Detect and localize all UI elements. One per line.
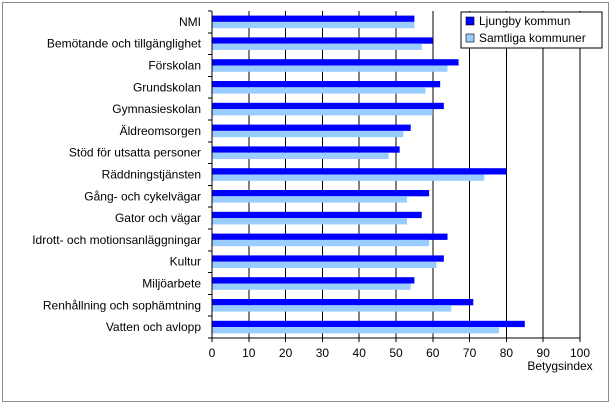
category-label: Miljöarbete: [142, 277, 201, 291]
category-label: Renhållning och sophämtning: [43, 298, 201, 312]
bar: [212, 277, 415, 284]
category-label: Gymnasieskolan: [112, 102, 201, 116]
x-tick-label: 40: [353, 346, 367, 360]
category-label: Förskolan: [148, 59, 201, 73]
bar: [212, 190, 430, 197]
bar: [212, 43, 422, 50]
bars: [212, 15, 525, 334]
bar: [212, 37, 433, 44]
legend-swatch: [465, 33, 475, 43]
bar: [212, 239, 430, 247]
bar: [212, 102, 444, 110]
bar: [212, 124, 411, 131]
legend-swatch: [465, 16, 475, 26]
x-tick-label: 80: [500, 346, 514, 360]
category-label: NMI: [179, 15, 201, 29]
bar: [212, 327, 500, 334]
category-label: Kultur: [170, 255, 201, 269]
category-label: Räddningstjänsten: [102, 168, 201, 182]
x-tick-label: 50: [389, 346, 403, 360]
bar: [212, 211, 422, 219]
bar: [212, 305, 452, 312]
category-label: Grundskolan: [133, 80, 201, 94]
category-label: Stöd för utsatta personer: [69, 146, 201, 160]
axes: [208, 10, 581, 342]
bar: [212, 109, 433, 116]
category-label: Gång- och cykelvägar: [84, 189, 201, 203]
bar: [212, 130, 404, 138]
x-tick-label: 90: [537, 346, 551, 360]
bar: [212, 320, 525, 328]
bar: [212, 168, 507, 175]
x-tick-label: 70: [463, 346, 477, 360]
x-tick-label: 30: [316, 346, 330, 360]
bar: [212, 174, 485, 181]
x-tick-labels: 0 10 20 30 40 50 60 70 80 90 100: [209, 346, 591, 360]
bar: [212, 196, 408, 203]
bar: [212, 261, 437, 268]
bar: [212, 283, 411, 290]
category-label: Äldreomsorgen: [120, 124, 201, 138]
x-tick-label: 20: [279, 346, 293, 360]
bar: [212, 15, 415, 22]
bar: [212, 299, 474, 306]
bar: [212, 255, 444, 262]
bar: [212, 233, 448, 240]
legend-box: [460, 11, 603, 49]
legend-label: Samtliga kommuner: [479, 31, 586, 45]
bar: [212, 218, 408, 225]
category-label: Bemötande och tillgänglighet: [47, 37, 202, 51]
category-label: Vatten och avlopp: [106, 320, 202, 334]
bar: [212, 59, 459, 66]
category-label: Gator och vägar: [115, 211, 201, 225]
legend: Ljungby kommun Samtliga kommuner: [460, 11, 603, 49]
bar: [212, 152, 389, 159]
category-labels: NMI Bemötande och tillgänglighet Förskolan…: [32, 15, 201, 334]
bar: [212, 81, 441, 88]
x-tick-label: 60: [426, 346, 440, 360]
x-axis-title: Betygsindex: [527, 359, 592, 373]
bar: [212, 65, 448, 72]
x-tick-label: 100: [570, 346, 590, 360]
category-label: Idrott- och motionsanläggningar: [32, 233, 201, 247]
bar: [212, 21, 415, 29]
x-tick-label: 10: [242, 346, 256, 360]
bar: [212, 146, 400, 153]
bar: [212, 87, 426, 94]
legend-label: Ljungby kommun: [479, 14, 570, 28]
x-tick-label: 0: [209, 346, 216, 360]
